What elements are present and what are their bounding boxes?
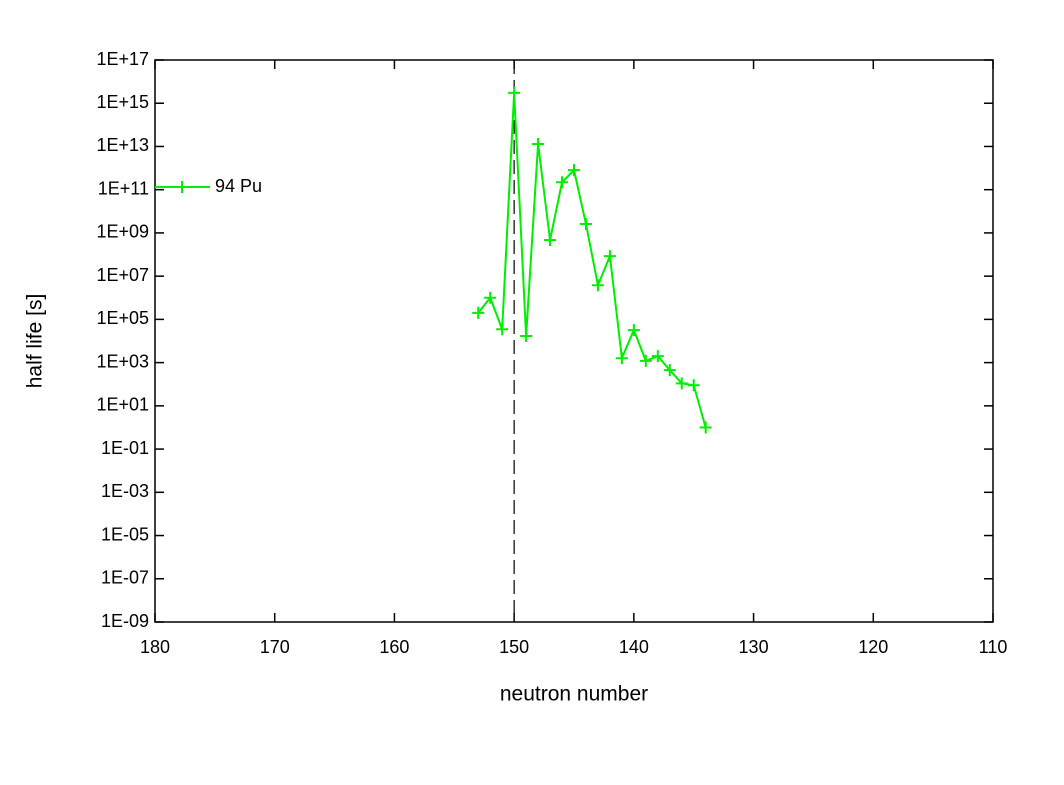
point-marker xyxy=(472,306,485,319)
x-tick-label: 130 xyxy=(739,637,769,657)
point-marker xyxy=(508,86,521,99)
point-marker xyxy=(639,354,652,367)
series-line xyxy=(477,92,707,428)
x-tick-label: 120 xyxy=(858,637,888,657)
point-marker xyxy=(544,234,557,247)
point-marker xyxy=(579,217,592,230)
y-tick-label: 1E+17 xyxy=(96,49,149,69)
y-tick-label: 1E+11 xyxy=(98,178,149,198)
legend-label: 94 Pu xyxy=(215,176,262,196)
point-marker xyxy=(603,250,616,263)
y-tick-label: 1E+13 xyxy=(96,135,149,155)
point-marker xyxy=(484,291,497,304)
plot-frame xyxy=(154,59,994,623)
y-tick-label: 1E+03 xyxy=(96,351,149,371)
y-tick-label: 1E+07 xyxy=(96,265,149,285)
point-marker xyxy=(615,352,628,365)
point-marker xyxy=(699,421,712,434)
point-marker xyxy=(651,350,664,363)
point-marker xyxy=(591,279,604,292)
x-tick-label: 160 xyxy=(379,637,409,657)
y-tick-label: 1E+09 xyxy=(96,222,149,242)
point-marker xyxy=(568,164,580,177)
x-tick-label: 150 xyxy=(499,637,529,657)
point-marker xyxy=(663,364,676,377)
y-tick-label: 1E-03 xyxy=(101,481,149,501)
point-marker xyxy=(687,379,700,392)
point-marker xyxy=(556,176,569,189)
y-tick-label: 1E-07 xyxy=(101,568,149,588)
point-marker xyxy=(496,323,509,336)
y-tick-label: 1E-01 xyxy=(101,438,149,458)
x-tick-label: 140 xyxy=(619,637,649,657)
y-tick-label: 1E-09 xyxy=(101,611,149,631)
point-marker xyxy=(675,377,688,390)
x-tick-label: 170 xyxy=(260,637,290,657)
point-marker xyxy=(627,324,640,337)
point-marker xyxy=(520,330,533,343)
x-tick-label: 180 xyxy=(140,637,170,657)
point-marker xyxy=(532,137,545,150)
y-tick-label: 1E+01 xyxy=(96,395,149,415)
y-tick-label: 1E-05 xyxy=(101,524,149,544)
y-axis-label: half life [s] xyxy=(24,294,47,389)
legend-marker xyxy=(176,181,188,193)
x-axis-label: neutron number xyxy=(500,683,648,706)
y-tick-label: 1E+15 xyxy=(96,92,149,112)
y-tick-label: 1E+05 xyxy=(96,308,149,328)
x-tick-label: 110 xyxy=(979,637,1008,657)
